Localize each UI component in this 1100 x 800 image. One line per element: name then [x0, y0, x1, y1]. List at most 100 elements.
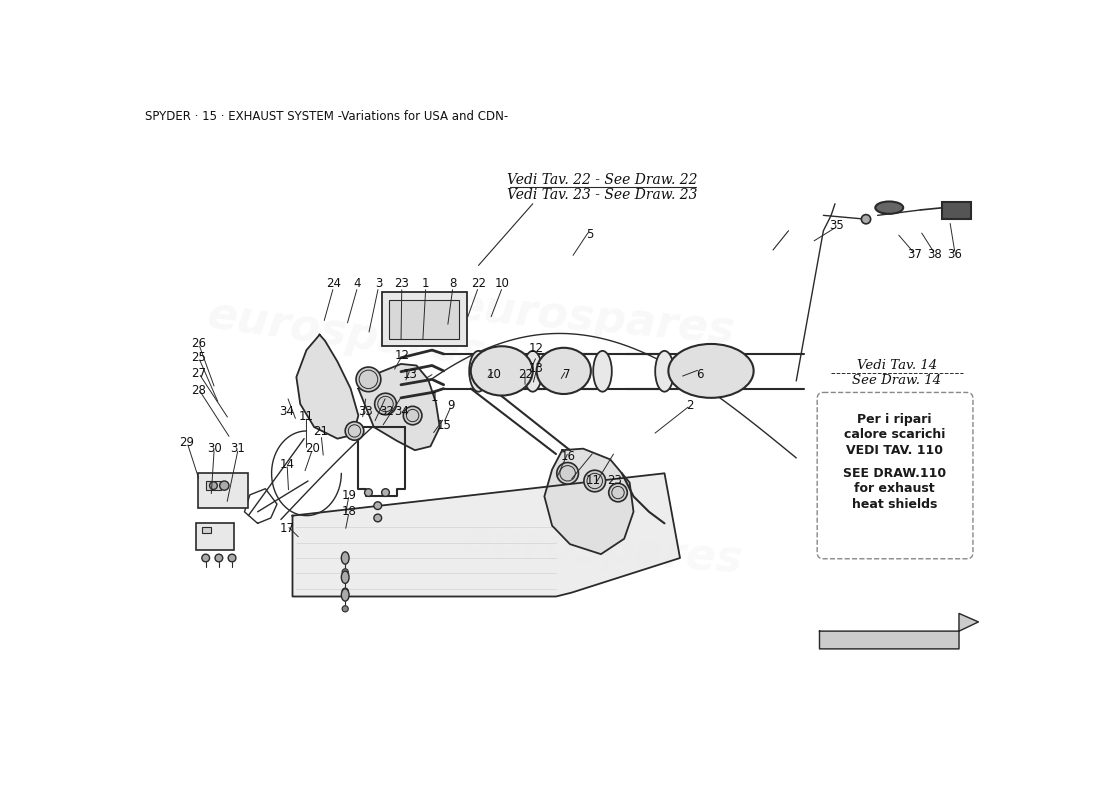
Text: 10: 10 [495, 278, 509, 290]
Bar [942, 202, 971, 219]
Ellipse shape [537, 348, 591, 394]
Bar [206, 481, 221, 490]
Polygon shape [544, 449, 634, 554]
FancyBboxPatch shape [817, 393, 974, 558]
Ellipse shape [375, 394, 396, 414]
Ellipse shape [584, 470, 606, 492]
Text: 25: 25 [191, 351, 207, 364]
Ellipse shape [342, 569, 349, 575]
Polygon shape [359, 364, 440, 450]
Ellipse shape [524, 351, 542, 392]
Ellipse shape [470, 351, 487, 392]
Text: 31: 31 [231, 442, 245, 455]
Bar [201, 527, 211, 534]
Text: 26: 26 [191, 337, 207, 350]
Text: 6: 6 [696, 368, 704, 381]
Text: 20: 20 [305, 442, 320, 455]
Ellipse shape [861, 214, 871, 224]
Text: 16: 16 [561, 450, 575, 463]
Text: 9: 9 [448, 398, 455, 412]
Bar [196, 523, 234, 550]
Polygon shape [296, 334, 359, 438]
Ellipse shape [364, 489, 372, 496]
Text: 11: 11 [586, 474, 601, 487]
Text: 30: 30 [207, 442, 221, 455]
Text: Vedi Tav. 23 - See Draw. 23: Vedi Tav. 23 - See Draw. 23 [507, 188, 697, 202]
Text: 23: 23 [607, 474, 623, 487]
Text: 21: 21 [314, 426, 328, 438]
Text: 15: 15 [437, 419, 452, 432]
Ellipse shape [717, 351, 736, 392]
Text: 4: 4 [354, 278, 361, 290]
Text: 10: 10 [486, 368, 502, 381]
Text: 34: 34 [279, 405, 294, 418]
Text: 18: 18 [341, 506, 356, 518]
Text: 35: 35 [829, 219, 844, 232]
Text: 12: 12 [529, 342, 544, 355]
Text: VEDI TAV. 110: VEDI TAV. 110 [846, 444, 943, 457]
Polygon shape [293, 474, 680, 597]
Text: 23: 23 [394, 278, 409, 290]
Text: calore scarichi: calore scarichi [844, 428, 945, 442]
Text: for exhaust: for exhaust [855, 482, 935, 495]
Text: 11: 11 [299, 410, 314, 423]
Ellipse shape [374, 502, 382, 510]
Ellipse shape [214, 554, 222, 562]
Ellipse shape [228, 554, 235, 562]
Text: 34: 34 [394, 405, 409, 418]
Text: 22: 22 [518, 368, 532, 381]
Text: 27: 27 [191, 366, 207, 380]
Ellipse shape [593, 351, 612, 392]
Ellipse shape [341, 589, 349, 601]
Ellipse shape [374, 514, 382, 522]
Text: See Draw. 14: See Draw. 14 [852, 374, 942, 387]
Text: 5: 5 [585, 228, 593, 241]
Text: heat shields: heat shields [852, 498, 937, 510]
Text: Vedi Tav. 14: Vedi Tav. 14 [857, 358, 937, 372]
Text: SEE DRAW.110: SEE DRAW.110 [843, 467, 946, 480]
Bar [382, 292, 466, 346]
Text: 13: 13 [403, 368, 418, 381]
Text: eurospares: eurospares [205, 294, 490, 375]
Ellipse shape [669, 344, 754, 398]
Polygon shape [820, 614, 978, 649]
Ellipse shape [356, 367, 381, 392]
Text: SPYDER · 15 · EXHAUST SYSTEM -Variations for USA and CDN-: SPYDER · 15 · EXHAUST SYSTEM -Variations… [145, 110, 508, 123]
Text: 19: 19 [341, 489, 356, 502]
Bar [389, 300, 459, 338]
Ellipse shape [471, 346, 532, 395]
Text: 1: 1 [422, 278, 429, 290]
Text: 24: 24 [326, 278, 341, 290]
Text: 13: 13 [529, 362, 543, 374]
Ellipse shape [341, 571, 349, 583]
Text: 2: 2 [686, 398, 694, 412]
Text: 1: 1 [430, 391, 438, 404]
Ellipse shape [656, 351, 674, 392]
Text: 7: 7 [562, 368, 570, 381]
Text: 38: 38 [927, 248, 942, 261]
Ellipse shape [876, 202, 903, 214]
Text: eurospares: eurospares [453, 286, 737, 353]
Ellipse shape [345, 422, 364, 440]
Ellipse shape [201, 554, 210, 562]
Text: 22: 22 [471, 278, 486, 290]
Text: 36: 36 [947, 248, 961, 261]
Ellipse shape [382, 489, 389, 496]
Ellipse shape [557, 462, 579, 484]
Bar [198, 474, 249, 508]
Ellipse shape [220, 481, 229, 490]
Text: 14: 14 [279, 458, 294, 471]
Text: 17: 17 [279, 522, 294, 535]
Text: 3: 3 [375, 278, 383, 290]
Text: 28: 28 [191, 384, 207, 397]
Text: Vedi Tav. 22 - See Draw. 22: Vedi Tav. 22 - See Draw. 22 [507, 173, 697, 187]
Text: 33: 33 [359, 405, 373, 418]
Text: 12: 12 [394, 350, 409, 362]
Ellipse shape [608, 483, 627, 502]
Ellipse shape [341, 552, 349, 564]
Ellipse shape [404, 406, 422, 425]
Text: eurospares: eurospares [461, 519, 745, 582]
Text: 37: 37 [908, 248, 923, 261]
Text: 29: 29 [179, 436, 195, 449]
Text: 32: 32 [379, 405, 394, 418]
